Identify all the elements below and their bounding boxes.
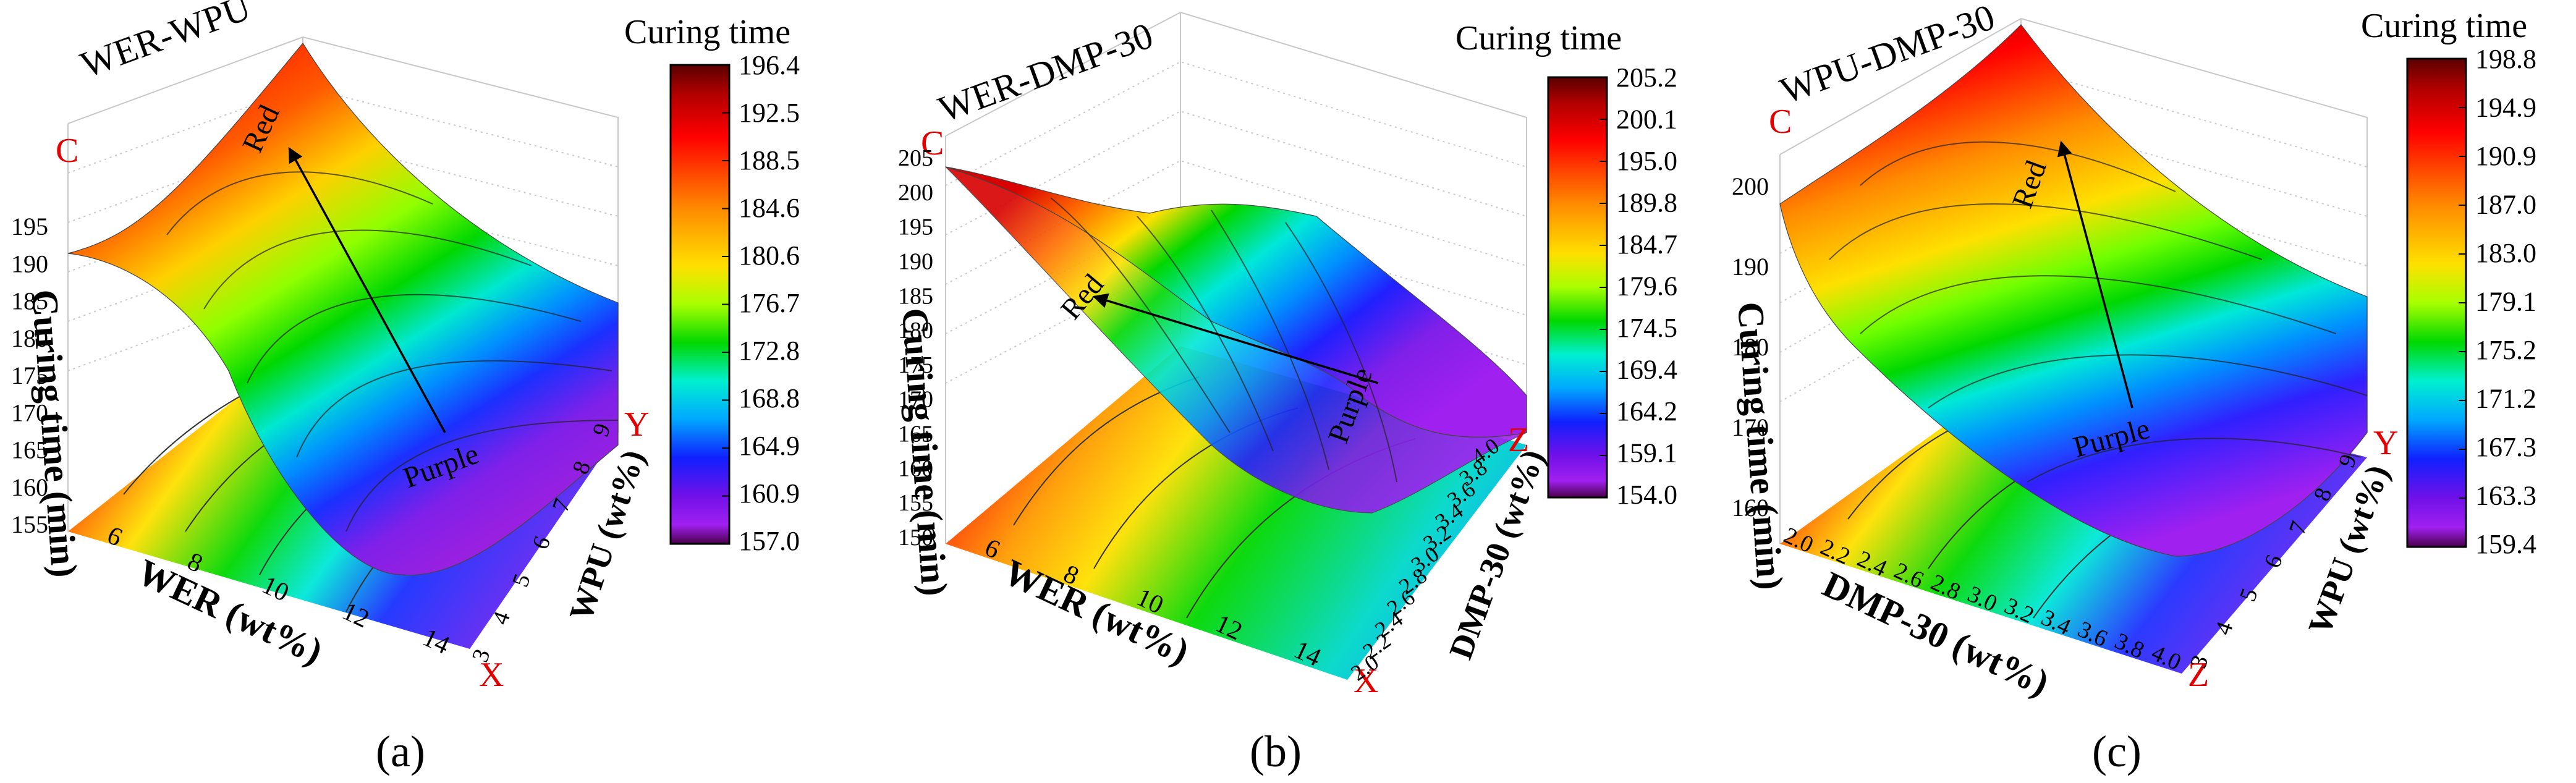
panel-c-colorbar-tick-7: 171.2 — [2475, 384, 2536, 414]
panel-b-colorbar-tick-6: 174.5 — [1616, 313, 1677, 343]
panel-c-colorbar-ticks: 198.8 194.9 190.9 187.0 183.0 179.1 175.2 171.2… — [2459, 44, 2536, 559]
panel-b-z-tick-9: 195 — [898, 214, 933, 240]
panel-a-colorbar-tick-4: 180.6 — [739, 240, 800, 271]
panel-c-z-tick-2: 180 — [1732, 333, 1769, 361]
panel-a-corner-letter: C — [56, 132, 78, 170]
panel-a-z-tick-7: 190 — [11, 250, 48, 277]
panel-a-colorbar-tick-1: 192.5 — [739, 98, 800, 128]
panel-b-z-tick-2: 160 — [898, 455, 933, 481]
panel-a-y-letter: Y — [624, 405, 649, 444]
panel-a-x-letter: X — [479, 656, 504, 694]
panel-b-z-ticks: 150 155 160 165 170 175 180 185 190 195 200 205 — [898, 145, 933, 551]
panel-b: Red Purple C WER-DMP-30 Z X Curing time … — [894, 12, 1677, 776]
panel-c-gradient-arrow — [2057, 140, 2133, 408]
panel-a-colorbar-title: Curing time — [624, 13, 790, 51]
panel-a-z-ticks: 155 160 165 170 175 180 185 190 195 — [11, 213, 48, 538]
panel-c-colorbar-title: Curing time — [2361, 7, 2527, 45]
panel-b-colorbar-tick-7: 169.4 — [1616, 355, 1677, 385]
panel-b-colorbar-tick-8: 164.2 — [1616, 396, 1677, 426]
panel-b-colorbar-tick-5: 179.6 — [1616, 271, 1677, 302]
panel-a-gradient-arrow — [288, 146, 446, 433]
panel-b-colorbar — [1547, 76, 1608, 499]
panel-c-colorbar-tick-9: 163.3 — [2475, 481, 2536, 511]
panel-a-z-tick-6: 185 — [11, 287, 48, 315]
panel-b-z-tick-3: 165 — [898, 421, 933, 447]
panel-b-colorbar-title: Curing time — [1455, 19, 1622, 57]
panel-a-z-tick-4: 175 — [11, 362, 48, 389]
panel-c-colorbar-tick-10: 159.4 — [2475, 529, 2536, 559]
panel-c-colorbar-tick-3: 187.0 — [2475, 190, 2536, 220]
panel-c-z-tick-4: 200 — [1732, 172, 1769, 200]
panel-a-colorbar-tick-8: 164.9 — [739, 431, 800, 461]
panel-c-y-letter: Y — [2373, 424, 2398, 462]
panel-a-label: (a) — [376, 727, 425, 776]
panel-c-response-surface — [1779, 24, 2368, 557]
panel-a-colorbar-tick-2: 188.5 — [739, 145, 800, 176]
panel-c-colorbar-tick-0: 198.8 — [2475, 44, 2536, 74]
panel-b-label: (b) — [1250, 727, 1302, 776]
panel-c-colorbar-tick-1: 194.9 — [2475, 93, 2536, 123]
panel-c-colorbar-tick-5: 179.1 — [2475, 287, 2536, 317]
panel-b-z-tick-0: 150 — [898, 525, 933, 551]
panel-c-surface-contours — [1829, 141, 2368, 483]
panel-a-colorbar — [669, 64, 731, 545]
panel-c-colorbar-tick-4: 183.0 — [2475, 238, 2536, 268]
panel-b-colorbar-tick-3: 189.8 — [1616, 188, 1677, 218]
panel-c-z-tick-0: 160 — [1732, 494, 1769, 522]
panel-b-colorbar-ticks: 205.2 200.1 195.0 189.8 184.7 179.6 174.5 169.4… — [1599, 62, 1677, 510]
panel-b-colorbar-tick-10: 154.0 — [1616, 480, 1677, 510]
panel-c-z-tick-1: 170 — [1732, 413, 1769, 441]
panel-a-z-tick-5: 180 — [11, 324, 48, 352]
panel-a-colorbar-tick-7: 168.8 — [739, 383, 800, 413]
panel-a-title: WER-WPU — [75, 0, 256, 85]
panel-c-colorbar-tick-6: 175.2 — [2475, 335, 2536, 365]
panel-b-corner-letter: C — [921, 124, 944, 163]
panel-a-z-tick-2: 165 — [11, 436, 48, 464]
panel-a-colorbar-tick-9: 160.9 — [739, 478, 800, 509]
panel-b-colorbar-tick-9: 159.1 — [1616, 438, 1677, 468]
panel-a-response-surface — [67, 42, 619, 576]
panel-c-z-tick-3: 190 — [1732, 253, 1769, 281]
panel-c-corner-letter: C — [1769, 103, 1792, 141]
panel-a-colorbar-tick-6: 172.8 — [739, 336, 800, 366]
panel-a: Red Purple C WER-WPU Y X Curing time (mi… — [11, 0, 800, 776]
panel-a-z-tick-3: 170 — [11, 399, 48, 426]
panel-c: Red Purple C WPU-DMP-30 Y Z Curing time … — [1730, 0, 2536, 776]
panel-b-colorbar-tick-2: 195.0 — [1616, 146, 1677, 176]
panel-a-surface-contours — [166, 171, 619, 532]
panel-b-z-tick-7: 185 — [898, 283, 933, 309]
panel-a-y-tick-1: 4 — [487, 608, 515, 628]
panel-b-surface-contours — [1050, 197, 1397, 483]
panel-b-z-tick-8: 190 — [898, 248, 933, 274]
panel-a-z-tick-8: 195 — [11, 213, 48, 240]
panel-b-z-tick-5: 175 — [898, 352, 933, 378]
panel-b-z-tick-11: 205 — [898, 145, 933, 171]
panel-a-colorbar-ticks: 196.4 192.5 188.5 184.6 180.6 176.7 172.8 168.8… — [722, 50, 800, 556]
panel-a-colorbar-tick-0: 196.4 — [739, 50, 800, 80]
panel-c-x-letter: Z — [2188, 656, 2209, 694]
panel-c-label: (c) — [2092, 727, 2142, 776]
panel-a-colorbar-tick-5: 176.7 — [739, 288, 800, 318]
panel-b-gradient-arrow — [1092, 293, 1379, 384]
panel-a-z-tick-0: 155 — [11, 510, 48, 538]
panel-c-colorbar-tick-8: 167.3 — [2475, 432, 2536, 462]
panel-a-z-tick-1: 160 — [11, 473, 48, 501]
panel-c-colorbar-tick-2: 190.9 — [2475, 141, 2536, 171]
panel-c-colorbar — [2406, 57, 2467, 548]
panel-b-z-tick-6: 180 — [898, 318, 933, 344]
panel-c-z-ticks: 160 170 180 190 200 — [1732, 172, 1769, 522]
panel-b-title: WER-DMP-30 — [933, 15, 1158, 130]
panel-a-colorbar-tick-3: 184.6 — [739, 193, 800, 223]
panel-b-colorbar-tick-0: 205.2 — [1616, 62, 1677, 93]
panel-b-y-letter: Z — [1508, 421, 1529, 459]
panel-b-z-tick-1: 155 — [898, 490, 933, 516]
panel-a-colorbar-tick-10: 157.0 — [739, 526, 800, 556]
panel-b-z-tick-4: 170 — [898, 387, 933, 413]
panel-b-colorbar-tick-4: 184.7 — [1616, 229, 1677, 260]
panel-b-colorbar-tick-1: 200.1 — [1616, 104, 1677, 135]
panel-b-x-letter: X — [1354, 662, 1378, 700]
panel-b-z-tick-10: 200 — [898, 180, 933, 206]
